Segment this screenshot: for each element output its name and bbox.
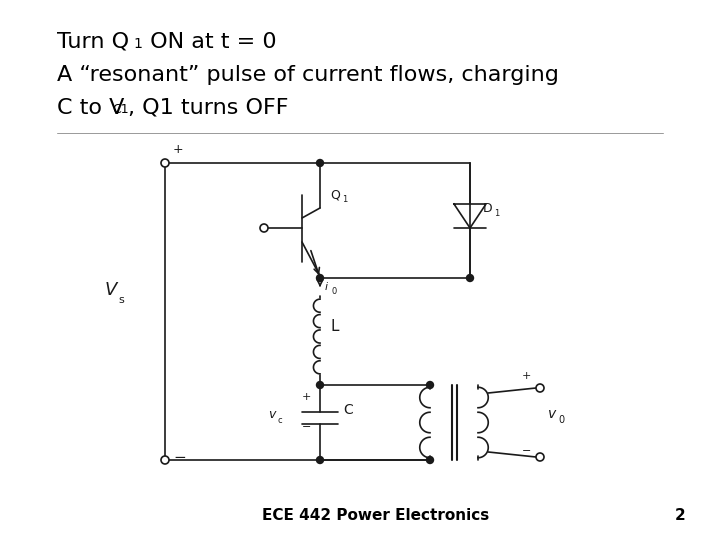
Text: , Q1 turns OFF: , Q1 turns OFF <box>128 98 289 118</box>
Text: −: − <box>522 446 531 456</box>
Text: 2: 2 <box>674 508 685 523</box>
Circle shape <box>161 456 169 464</box>
Text: 0: 0 <box>558 415 564 425</box>
Circle shape <box>260 224 268 232</box>
Circle shape <box>426 381 433 388</box>
Circle shape <box>426 456 433 463</box>
Text: −: − <box>302 422 311 432</box>
Text: i: i <box>325 282 328 292</box>
Circle shape <box>317 456 323 463</box>
Text: L: L <box>330 319 338 334</box>
Text: 1: 1 <box>342 195 347 204</box>
Text: 1: 1 <box>494 209 499 218</box>
Text: 0: 0 <box>332 287 337 296</box>
Text: +: + <box>173 143 184 156</box>
Circle shape <box>161 159 169 167</box>
Text: 1: 1 <box>133 37 142 51</box>
Text: Turn Q: Turn Q <box>57 32 129 52</box>
Text: D: D <box>483 202 492 215</box>
Circle shape <box>536 384 544 392</box>
Text: s: s <box>118 295 124 305</box>
Text: C: C <box>343 403 353 417</box>
Text: ON at t = 0: ON at t = 0 <box>143 32 276 52</box>
Text: +: + <box>522 371 531 381</box>
Text: A “resonant” pulse of current flows, charging: A “resonant” pulse of current flows, cha… <box>57 65 559 85</box>
Text: Q: Q <box>330 188 340 201</box>
Text: +: + <box>302 392 311 402</box>
Text: v: v <box>548 407 557 421</box>
Text: v: v <box>268 408 275 421</box>
Circle shape <box>536 453 544 461</box>
Circle shape <box>467 274 474 281</box>
Text: c: c <box>278 416 283 425</box>
Text: V: V <box>105 281 117 299</box>
Text: −: − <box>173 450 186 465</box>
Circle shape <box>317 274 323 281</box>
Text: C1: C1 <box>112 103 129 116</box>
Text: ECE 442 Power Electronics: ECE 442 Power Electronics <box>262 508 490 523</box>
Circle shape <box>317 381 323 388</box>
Circle shape <box>317 159 323 166</box>
Text: C to V: C to V <box>57 98 125 118</box>
